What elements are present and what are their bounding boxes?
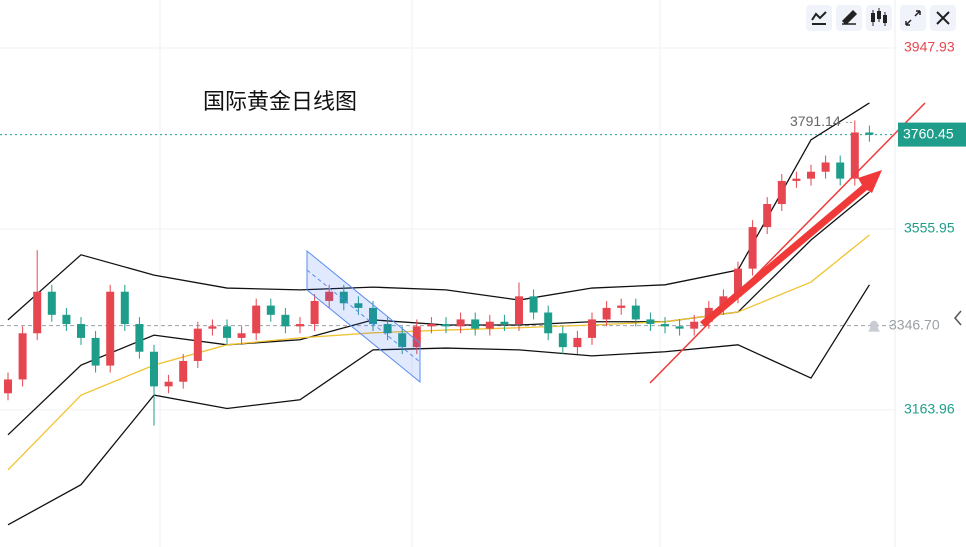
candle-body <box>456 319 465 327</box>
candle-body <box>237 333 246 338</box>
candle-body <box>150 351 158 387</box>
y-tick-label: 3163.96 <box>904 401 955 417</box>
candle-body <box>47 291 56 315</box>
candle-body <box>748 227 757 269</box>
candle-body <box>675 326 684 329</box>
tool-icon <box>877 11 881 19</box>
channel-midline <box>306 269 421 363</box>
candle-body <box>164 381 173 387</box>
price-label: 3346.70 <box>889 316 940 332</box>
candle-body <box>179 360 188 382</box>
high-label: 3791.14 <box>790 113 841 129</box>
candle-body <box>850 132 859 179</box>
candle-body <box>617 305 626 308</box>
tool-icon <box>905 10 921 26</box>
trend-arrow <box>700 170 882 327</box>
candle-body <box>602 307 611 320</box>
candle-body <box>33 291 42 334</box>
candle-body <box>106 291 115 366</box>
candle-body <box>427 324 436 327</box>
candle-body <box>354 303 363 308</box>
candle-body <box>4 379 12 394</box>
candle-body <box>558 333 567 348</box>
y-tick-label: 3555.95 <box>904 220 955 236</box>
tool-icon <box>883 15 887 23</box>
candle-body <box>719 296 728 308</box>
candle-body <box>383 324 392 334</box>
chart-title: 国际黄金日线图 <box>203 89 357 114</box>
candle-body <box>807 171 815 179</box>
tool-icon <box>936 11 950 25</box>
price-label: 3760.45 <box>903 125 954 141</box>
candle-body <box>515 296 523 325</box>
candle-body <box>193 328 202 361</box>
candle-body <box>18 333 27 380</box>
candle-body <box>91 337 100 366</box>
candle-body <box>281 314 290 327</box>
candle-body <box>777 180 786 205</box>
plot <box>0 47 895 526</box>
candle-body <box>485 321 494 329</box>
candle-body <box>412 326 421 348</box>
candle-body <box>792 178 801 181</box>
candle-body <box>661 324 669 327</box>
candle-body <box>734 268 742 297</box>
toolbar <box>806 5 956 31</box>
candle-body <box>208 326 217 329</box>
tool-icon <box>811 11 827 25</box>
collapse-button[interactable] <box>954 310 962 326</box>
candle-body <box>223 326 231 338</box>
candle-body <box>266 305 275 315</box>
trend-line <box>649 102 926 384</box>
candle-body <box>120 291 129 325</box>
candle-body <box>690 321 699 329</box>
candle-body <box>500 321 509 325</box>
candle-body <box>821 162 830 172</box>
y-tick-label: 3947.93 <box>904 39 955 55</box>
candle-body <box>296 324 304 327</box>
candle-body <box>865 132 874 135</box>
candle-body <box>339 291 348 304</box>
candle-body <box>62 314 71 325</box>
candle-body <box>529 296 538 313</box>
candle-body <box>369 307 377 325</box>
candle-body <box>631 305 640 320</box>
candle-body <box>471 319 480 329</box>
candle-body <box>310 300 319 325</box>
candle-body <box>544 312 553 334</box>
candle-body <box>252 305 261 334</box>
candle-body <box>646 319 655 325</box>
candle-body <box>763 204 772 228</box>
candle-body <box>836 162 845 179</box>
tool-icon <box>841 9 858 26</box>
candle-body <box>573 337 582 348</box>
candle-body <box>398 333 407 348</box>
candle-body <box>325 291 334 301</box>
candle-body <box>135 324 144 352</box>
tool-button[interactable] <box>900 5 926 31</box>
price-label-box <box>898 122 966 147</box>
candle-body <box>77 324 85 338</box>
tool-icon <box>871 13 875 22</box>
alert-icon <box>868 320 880 332</box>
candle-body <box>442 324 450 327</box>
candle-body <box>588 319 596 338</box>
